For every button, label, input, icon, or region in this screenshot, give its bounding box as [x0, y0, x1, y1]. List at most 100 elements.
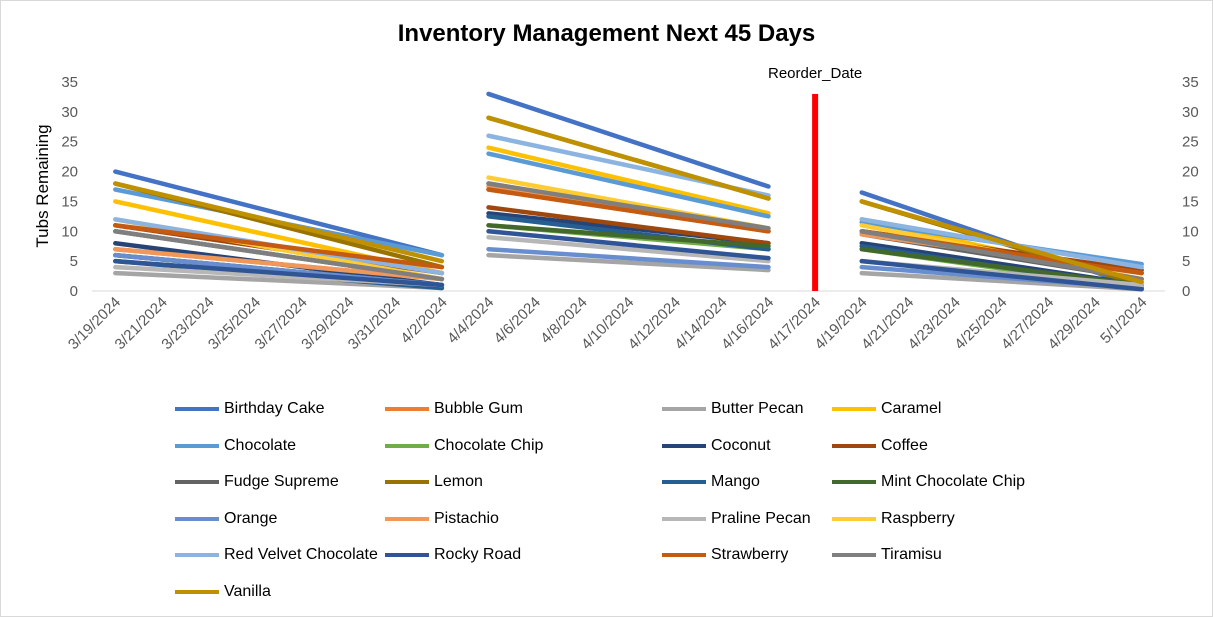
y2-tick-label: 30: [1182, 104, 1199, 121]
series-line: [486, 91, 771, 189]
legend-swatch: [662, 516, 706, 521]
legend-swatch: [385, 516, 429, 521]
series-line: [859, 229, 1144, 282]
legend-swatch: [662, 480, 706, 484]
legend-item: Chocolate Chip: [385, 435, 543, 457]
series-line: [486, 151, 771, 219]
legend-item: Vanilla: [175, 581, 271, 603]
series-line: [486, 229, 771, 261]
y-tick-label: 5: [70, 253, 78, 270]
legend-item: Butter Pecan: [662, 398, 804, 420]
series-line: [113, 258, 445, 288]
legend-item: Mango: [662, 471, 760, 493]
legend-swatch: [175, 589, 219, 594]
y2-tick-label: 35: [1182, 74, 1199, 91]
y2-tick-label: 0: [1182, 283, 1190, 300]
legend-item: Pistachio: [385, 508, 499, 530]
x-tick-label: 4/4/2024: [444, 294, 497, 347]
legend-label: Lemon: [434, 473, 483, 490]
legend-label: Mint Chocolate Chip: [881, 473, 1026, 490]
legend-item: Praline Pecan: [662, 508, 811, 530]
series-line: [486, 246, 771, 270]
chart-title: Inventory Management Next 45 Days: [397, 20, 816, 47]
legend-swatch: [175, 480, 219, 484]
legend-label: Pistachio: [434, 509, 499, 527]
legend-item: Strawberry: [662, 544, 788, 566]
legend-swatch: [385, 480, 429, 484]
x-tick-label: 4/6/2024: [491, 294, 544, 347]
legend-item: Tiramisu: [832, 544, 942, 566]
legend-swatch: [175, 407, 219, 411]
legend-item: Mint Chocolate Chip: [832, 471, 1025, 493]
series-line: [486, 181, 771, 231]
y-tick-label: 0: [70, 283, 78, 300]
legend-label: Vanilla: [224, 582, 271, 600]
series-line: [486, 223, 771, 249]
x-tick-label: 4/2/2024: [397, 294, 450, 347]
series-line: [486, 235, 771, 264]
y2-tick-label: 10: [1182, 223, 1199, 240]
y2-tick-label: 5: [1182, 253, 1190, 270]
series-line: [113, 181, 445, 264]
legend-swatch: [385, 443, 429, 448]
legend-swatch: [175, 553, 219, 557]
legend-label: Bubble Gum: [434, 400, 523, 417]
legend-swatch: [175, 516, 219, 521]
legend-label: Caramel: [881, 400, 942, 417]
legend-item: Fudge Supreme: [175, 471, 339, 493]
legend-item: Caramel: [832, 398, 941, 420]
legend-item: Bubble Gum: [385, 398, 523, 420]
y-tick-label: 10: [61, 223, 78, 240]
legend-swatch: [662, 443, 706, 448]
x-tick-label: 5/1/2024: [1097, 294, 1150, 347]
y-axis-title: Tubs Remaining: [33, 124, 52, 247]
series-line: [113, 169, 445, 258]
legend-label: Strawberry: [711, 546, 789, 563]
y-tick-label: 25: [61, 134, 78, 151]
y2-tick-label: 20: [1182, 164, 1199, 181]
legend-swatch: [385, 553, 429, 557]
y2-tick-label: 15: [1182, 193, 1199, 210]
series-line: [113, 229, 445, 282]
series-layer: [113, 91, 1144, 292]
legend-label: Orange: [224, 509, 278, 527]
series-line: [486, 187, 771, 234]
series-line: [859, 199, 1144, 285]
legend-swatch: [832, 553, 876, 557]
legend-item: Birthday Cake: [175, 398, 325, 420]
legend-swatch: [662, 553, 706, 557]
legend-label: Coconut: [711, 436, 771, 454]
legend-item: Chocolate: [175, 435, 296, 457]
legend-item: Coconut: [662, 435, 771, 457]
legend-item: Raspberry: [832, 508, 955, 530]
legend-label: Tiramisu: [881, 546, 942, 563]
annotation-layer: Reorder_Date: [768, 65, 862, 291]
legend-swatch: [662, 407, 706, 411]
legend-label: Praline Pecan: [711, 509, 811, 527]
legend-label: Chocolate: [224, 436, 297, 454]
legend-item: Orange: [175, 508, 277, 530]
legend-swatch: [385, 407, 429, 411]
legend-label: Butter Pecan: [711, 400, 804, 417]
legend-label: Birthday Cake: [224, 400, 325, 417]
legend-swatch: [832, 480, 876, 484]
legend-label: Coffee: [881, 436, 928, 454]
series-line: [859, 258, 1144, 292]
reorder-date-bar: [812, 93, 819, 291]
series-line: [486, 252, 771, 273]
legend-swatch: [832, 516, 876, 521]
y-tick-label: 20: [61, 164, 78, 181]
legend-item: Rocky Road: [385, 544, 521, 566]
legend-label: Raspberry: [881, 509, 955, 527]
legend-swatch: [832, 443, 876, 448]
series-line: [486, 145, 771, 216]
series-line: [486, 115, 771, 201]
legend-item: Lemon: [385, 471, 483, 493]
legend-item: Coffee: [832, 435, 928, 457]
legend-swatch: [175, 443, 219, 448]
y-tick-label: 15: [61, 193, 78, 210]
legend-label: Red Velvet Chocolate: [224, 546, 378, 563]
series-line: [113, 246, 445, 282]
